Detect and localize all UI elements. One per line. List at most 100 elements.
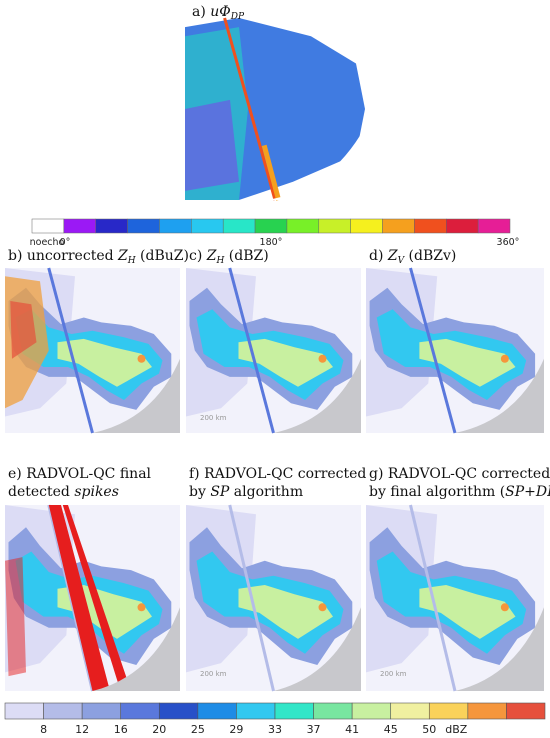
title-part: SP [210, 484, 230, 500]
echo-inner [419, 585, 516, 639]
echo-core [137, 603, 146, 612]
colorbar-tick-label: 45 [384, 723, 398, 736]
range-mask [92, 358, 180, 433]
panel-title: by final algorithm (SP+DP) [369, 484, 550, 500]
title-part: g) RADVOL-QC corrected [369, 466, 550, 482]
colorbar-segment [81, 702, 122, 720]
colorbar-label: 0° [60, 237, 71, 248]
title-part: b) uncorrected [8, 248, 118, 264]
colorbar-segment [222, 218, 256, 234]
title-part: DP [230, 12, 245, 22]
panel-title: b) uncorrected ZH (dBuZ) [8, 248, 189, 266]
range-mask [273, 358, 361, 433]
colorbar-segment [382, 218, 415, 234]
range-mask [92, 607, 180, 691]
colorbar-segment [4, 702, 44, 720]
title-part: by [189, 484, 210, 500]
colorbar-tick-label: 33 [268, 723, 282, 736]
title-part: H [127, 256, 136, 266]
colorbar-segment [414, 218, 447, 234]
scale-label: 200 km [380, 670, 407, 678]
colorbar-tick-label: 16 [114, 723, 128, 736]
colorbar-segment [63, 218, 96, 234]
colorbar-segment [254, 218, 288, 234]
scale-label: 200 km [200, 670, 227, 678]
phase-spike [261, 144, 282, 201]
colorbar-tick-label: 25 [191, 723, 205, 736]
title-part: e) RADVOL-QC final [8, 466, 152, 482]
phase-spike [223, 17, 277, 201]
panel-title: e) RADVOL-QC final [8, 466, 152, 482]
colorbar-segment [506, 702, 546, 720]
range-mask [266, 127, 365, 200]
radar-panel: 200 km [186, 504, 361, 692]
echo-core [318, 354, 327, 363]
colorbar-tick-label: 20 [152, 723, 166, 736]
title-part: (dBuZ) [136, 248, 189, 264]
panel-title: g) RADVOL-QC corrected [369, 466, 550, 482]
echo-core [500, 354, 509, 363]
title-part: uΦ [210, 4, 231, 20]
colorbar-label: 360° [497, 237, 520, 248]
title-part: (dBZv) [404, 248, 456, 264]
panel-title: a) uΦDP [192, 4, 245, 22]
colorbar-segment [236, 702, 276, 720]
colorbar-tick-label: 37 [307, 723, 321, 736]
title-part: H [216, 256, 225, 266]
colorbar-segment [197, 702, 237, 720]
range-mask [273, 607, 361, 691]
colorbar-segment [120, 702, 160, 720]
radial-artifact [228, 267, 275, 434]
panel-title: d) ZV (dBZv) [369, 248, 456, 266]
colorbar-segment [158, 702, 199, 720]
radar-panel [366, 267, 544, 434]
echo-inner [57, 338, 152, 387]
scale-label: 200 km [200, 414, 227, 422]
radar-panel [5, 504, 180, 692]
title-part: c) [189, 248, 207, 264]
colorbar-segment [274, 702, 314, 720]
phase-noise [185, 99, 239, 191]
colorbar-segment [350, 218, 383, 234]
radar-panel [185, 17, 365, 201]
title-part: SP+DP [505, 484, 550, 500]
panel-title: c) ZH (dBZ) [189, 248, 269, 266]
colorbar-segment [390, 702, 430, 720]
colorbar-segment [95, 218, 128, 234]
echo-core [318, 603, 327, 612]
colorbar-unit: dBZ [445, 723, 468, 736]
title-part: Z [387, 248, 398, 264]
radar-panel: 200 km [366, 504, 544, 692]
colorbar-tick-label: 8 [40, 723, 47, 736]
title-part: detected [8, 484, 74, 500]
title-part: spikes [74, 484, 119, 500]
radial-artifact [228, 504, 275, 692]
colorbar-segment [313, 702, 353, 720]
echo-core [500, 603, 509, 612]
colorbar-segment [428, 702, 469, 720]
colorbar-segment [351, 702, 392, 720]
panel-title: by SP algorithm [189, 484, 303, 500]
colorbar-label: 180° [260, 237, 283, 248]
spike-dots [5, 557, 26, 677]
range-mask [455, 358, 544, 433]
radial-artifact [47, 504, 94, 692]
colorbar-segment [43, 702, 83, 720]
title-part: algorithm [229, 484, 303, 500]
colorbar-segment [31, 218, 65, 234]
colorbar-segment [477, 218, 511, 234]
colorbar-segment [127, 218, 160, 234]
colorbar-segment [159, 218, 192, 234]
radar-panel: 200 km [186, 267, 361, 434]
colorbar-tick-label: 41 [345, 723, 359, 736]
radial-artifact [47, 267, 94, 434]
title-part: V [398, 256, 406, 266]
radial-artifact [409, 267, 457, 434]
radial-artifact [409, 504, 457, 692]
title-part: a) [192, 4, 210, 20]
panel-title: detected spikes [8, 484, 119, 500]
colorbar-label: noecho [30, 237, 65, 248]
colorbar-segment [286, 218, 320, 234]
echo-inner [238, 338, 333, 387]
